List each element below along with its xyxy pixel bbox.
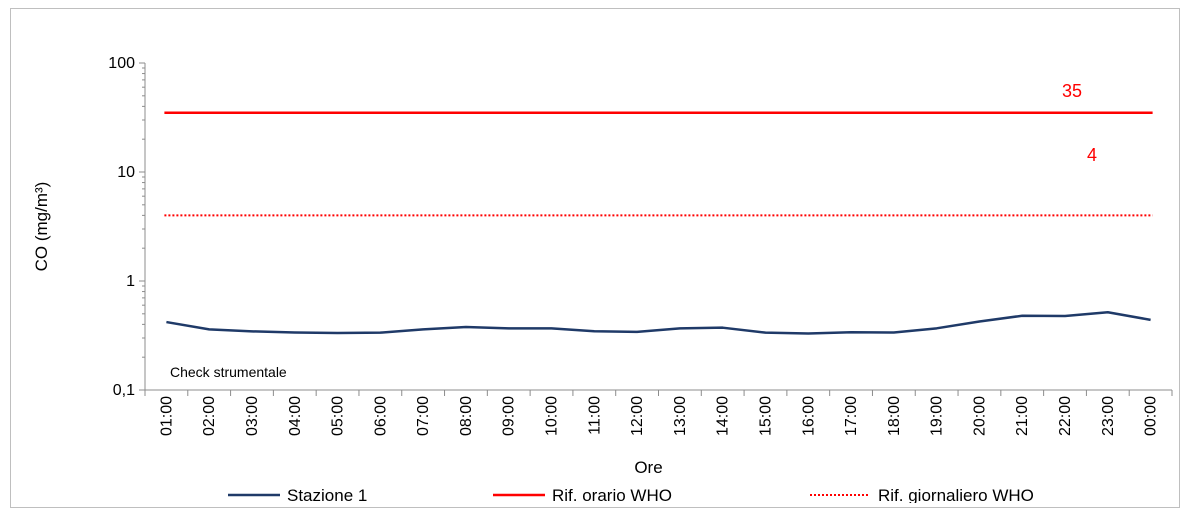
x-tick-label: 09:00 (501, 396, 518, 436)
x-tick-label: 19:00 (929, 396, 946, 436)
y-tick-label: 1 (126, 273, 135, 290)
annotation-check-strumentale: Check strumentale (170, 364, 287, 380)
chart-frame (10, 8, 1180, 508)
y-tick-label: 0,1 (113, 382, 135, 399)
x-tick-label: 11:00 (586, 396, 603, 435)
legend-label: Rif. giornaliero WHO (878, 486, 1034, 503)
x-tick-label: 20:00 (971, 396, 988, 436)
y-axis-title: CO (mg/m³) (32, 182, 51, 272)
x-tick-label: 08:00 (458, 396, 475, 436)
series-line-stazione-1 (166, 310, 1151, 335)
x-tick-label: 14:00 (715, 396, 732, 436)
x-tick-label: 00:00 (1143, 396, 1160, 436)
x-tick-label: 16:00 (800, 396, 817, 436)
x-tick-label: 21:00 (1014, 396, 1031, 436)
x-tick-label: 22:00 (1057, 396, 1074, 436)
labels: Ore CO (mg/m³) 35 4 Check strumentale (32, 81, 1097, 477)
annotation-35: 35 (1062, 81, 1082, 101)
x-axis-title: Ore (634, 458, 662, 477)
x-tick-label: 01:00 (158, 396, 175, 436)
legend-label: Rif. orario WHO (552, 486, 672, 503)
legend: Stazione 1 Rif. orario WHO Rif. giornalier… (228, 486, 1034, 503)
x-tick-label: 06:00 (372, 396, 389, 436)
x-tick-label: 13:00 (672, 396, 689, 436)
x-tick-label: 10:00 (544, 396, 561, 436)
y-tick-label: 100 (108, 55, 135, 72)
x-tick-label: 03:00 (244, 396, 261, 436)
x-tick-label: 07:00 (415, 396, 432, 436)
x-tick-label: 17:00 (843, 396, 860, 436)
x-tick-label: 02:00 (201, 396, 218, 436)
series-layer (164, 111, 1153, 335)
annotation-4: 4 (1087, 145, 1097, 165)
x-tick-label: 05:00 (330, 396, 347, 436)
x-tick-label: 18:00 (886, 396, 903, 436)
x-tick-label: 12:00 (629, 396, 646, 436)
x-tick-label: 15:00 (757, 396, 774, 436)
y-tick-label: 10 (117, 164, 135, 181)
axes: 0,1 1 10 100 01:00 02:00 03:00 04:00 05:00 06:00 0… (108, 55, 1173, 436)
x-tick-label: 04:00 (287, 396, 304, 436)
x-tick-label: 23:00 (1100, 396, 1117, 436)
legend-label: Stazione 1 (287, 486, 367, 503)
